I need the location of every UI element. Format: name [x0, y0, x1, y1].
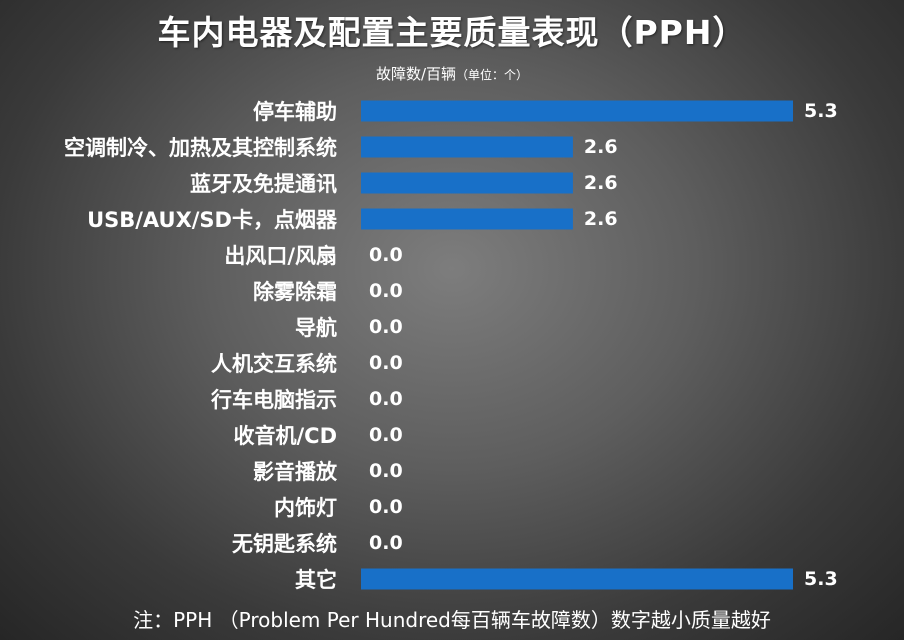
- data-label: 0.0: [369, 316, 403, 338]
- data-label: 0.0: [369, 388, 403, 410]
- data-label: 5.3: [804, 100, 838, 122]
- data-label: 0.0: [369, 280, 403, 302]
- footnote: 注：PPH （Problem Per Hundred每百辆车故障数）数字越小质量…: [133, 608, 771, 632]
- data-label: 5.3: [804, 568, 838, 590]
- data-label: 0.0: [369, 424, 403, 446]
- category-label: 收音机/CD: [233, 424, 337, 448]
- category-label: 无钥匙系统: [232, 532, 337, 556]
- bar: [361, 208, 573, 230]
- category-label: 出风口/风扇: [224, 244, 337, 268]
- data-label: 0.0: [369, 460, 403, 482]
- category-label: 影音播放: [253, 460, 338, 484]
- chart-title: 车内电器及配置主要质量表现（PPH）: [157, 13, 747, 52]
- bar: [361, 136, 573, 158]
- category-label: 空调制冷、加热及其控制系统: [64, 136, 337, 160]
- data-label: 0.0: [369, 244, 403, 266]
- bar: [361, 172, 573, 194]
- data-label: 2.6: [584, 136, 618, 158]
- data-label: 0.0: [369, 496, 403, 518]
- category-label: 停车辅助: [253, 100, 337, 124]
- data-label: 0.0: [369, 532, 403, 554]
- category-label: 行车电脑指示: [210, 388, 337, 412]
- category-label: 蓝牙及免提通讯: [190, 172, 337, 196]
- bar: [361, 100, 793, 122]
- data-label: 2.6: [584, 208, 618, 230]
- data-label: 2.6: [584, 172, 618, 194]
- subtitle-text: 故障数/百辆: [375, 65, 457, 83]
- bar: [361, 568, 793, 590]
- category-label: 内饰灯: [274, 496, 337, 520]
- chart-subtitle: 故障数/百辆（单位：个）: [0, 63, 904, 84]
- category-label: USB/AUX/SD卡，点烟器: [87, 208, 338, 232]
- category-label: 人机交互系统: [211, 352, 337, 376]
- category-label: 其它: [295, 568, 337, 592]
- category-label: 导航: [295, 316, 337, 340]
- data-label: 0.0: [369, 352, 403, 374]
- unit-note: （单位：个）: [456, 68, 529, 82]
- category-label: 除雾除霜: [253, 280, 337, 304]
